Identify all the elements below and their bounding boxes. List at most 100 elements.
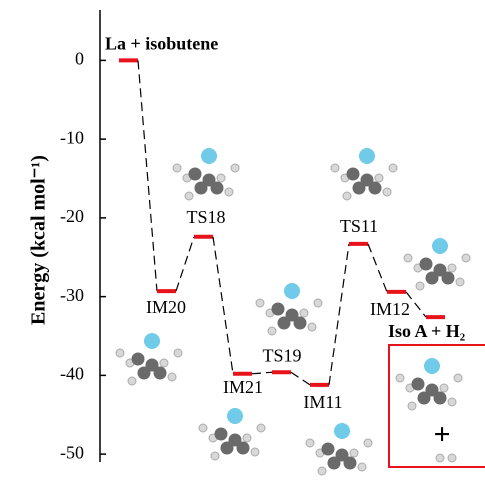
level-label: TS11 bbox=[340, 216, 378, 236]
y-tick-label: -40 bbox=[60, 364, 84, 384]
h-atom bbox=[313, 298, 323, 308]
h-atom bbox=[198, 423, 208, 433]
la-atom bbox=[144, 333, 160, 349]
c-atom bbox=[153, 366, 167, 380]
level-label: IM20 bbox=[146, 297, 186, 317]
h-atom bbox=[388, 163, 398, 173]
c-atom bbox=[433, 263, 447, 277]
c-atom bbox=[327, 456, 341, 470]
c-atom bbox=[321, 442, 335, 456]
h-atom bbox=[447, 453, 457, 463]
level-label: IM12 bbox=[370, 299, 410, 319]
c-atom bbox=[343, 456, 357, 470]
h-atom bbox=[172, 163, 182, 173]
h-atom bbox=[349, 448, 359, 458]
h-atom bbox=[159, 358, 169, 368]
c-atom bbox=[417, 391, 431, 405]
h-atom bbox=[173, 348, 183, 358]
c-atom bbox=[210, 181, 224, 195]
c-atom bbox=[220, 441, 234, 455]
c-atom bbox=[145, 358, 159, 372]
h-atom bbox=[447, 397, 457, 407]
h-atom bbox=[435, 453, 445, 463]
c-atom bbox=[352, 181, 366, 195]
level-label: TS18 bbox=[186, 207, 225, 227]
c-atom bbox=[368, 181, 382, 195]
connector bbox=[367, 243, 388, 293]
connector bbox=[137, 60, 158, 292]
c-atom bbox=[425, 271, 439, 285]
h-atom bbox=[307, 322, 317, 332]
c-atom bbox=[228, 433, 242, 447]
c-atom bbox=[271, 302, 285, 316]
c-atom bbox=[277, 316, 291, 330]
h-atom bbox=[382, 187, 392, 197]
h-atom bbox=[167, 372, 177, 382]
c-atom bbox=[285, 308, 299, 322]
h-atom bbox=[305, 438, 315, 448]
h-atom bbox=[374, 173, 384, 183]
h-atom bbox=[363, 438, 373, 448]
y-tick-label: -20 bbox=[60, 206, 84, 226]
c-atom bbox=[419, 257, 433, 271]
h-atom bbox=[255, 298, 265, 308]
c-atom bbox=[411, 377, 425, 391]
product-box bbox=[388, 344, 485, 468]
y-tick-label: -30 bbox=[60, 285, 84, 305]
level-label: Iso A + H₂ bbox=[388, 321, 465, 341]
la-atom bbox=[284, 283, 300, 299]
c-atom bbox=[425, 383, 439, 397]
plus-sign: + bbox=[433, 418, 450, 451]
h-atom bbox=[455, 277, 465, 287]
connector bbox=[290, 371, 311, 386]
c-atom bbox=[188, 167, 202, 181]
h-atom bbox=[267, 326, 277, 336]
c-atom bbox=[214, 427, 228, 441]
c-atom bbox=[360, 173, 374, 187]
connector bbox=[405, 291, 427, 318]
connector bbox=[251, 371, 273, 375]
connector bbox=[328, 243, 350, 385]
c-atom bbox=[346, 167, 360, 181]
level-label: IM21 bbox=[223, 377, 263, 397]
c-atom bbox=[194, 181, 208, 195]
c-atom bbox=[131, 352, 145, 366]
la-atom bbox=[334, 423, 350, 439]
h-atom bbox=[184, 191, 194, 201]
level-label: IM11 bbox=[303, 392, 342, 412]
y-tick-label: -50 bbox=[60, 442, 84, 462]
h-atom bbox=[357, 462, 367, 472]
molecule-structures bbox=[115, 148, 471, 476]
y-tick-label: -10 bbox=[60, 127, 84, 147]
c-atom bbox=[202, 173, 216, 187]
la-atom bbox=[424, 358, 440, 374]
h-atom bbox=[210, 451, 220, 461]
h-atom bbox=[342, 191, 352, 201]
la-atom bbox=[359, 148, 375, 164]
h-atom bbox=[395, 373, 405, 383]
h-atom bbox=[256, 423, 266, 433]
c-atom bbox=[293, 316, 307, 330]
h-atom bbox=[224, 187, 234, 197]
connector bbox=[175, 236, 195, 292]
c-atom bbox=[137, 366, 151, 380]
h-atom bbox=[403, 253, 413, 263]
connector bbox=[212, 236, 234, 374]
h-atom bbox=[250, 447, 260, 457]
c-atom bbox=[236, 441, 250, 455]
h-atom bbox=[317, 466, 327, 476]
h-atom bbox=[447, 263, 457, 273]
h-atom bbox=[216, 173, 226, 183]
h-atom bbox=[415, 281, 425, 291]
la-atom bbox=[201, 148, 217, 164]
y-axis-label: Energy (kcal mol⁻¹) bbox=[28, 155, 50, 325]
h-atom bbox=[439, 383, 449, 393]
h-atom bbox=[330, 163, 340, 173]
h-atom bbox=[299, 308, 309, 318]
h-atom bbox=[127, 376, 137, 386]
h-atom bbox=[230, 163, 240, 173]
h-atom bbox=[453, 373, 463, 383]
h-atom bbox=[242, 433, 252, 443]
la-atom bbox=[432, 238, 448, 254]
